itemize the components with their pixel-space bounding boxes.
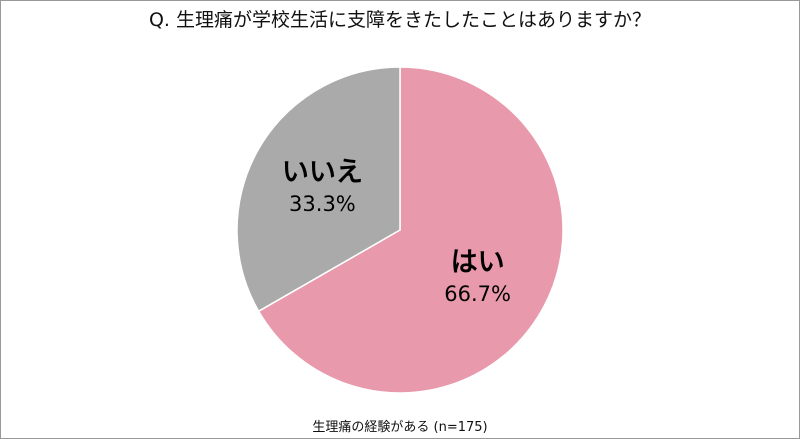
chart-title: Q. 生理痛が学校生活に支障をきたしたことはありますか？ — [148, 9, 652, 31]
slice-value-label: 33.3% — [289, 192, 356, 216]
slice-label: いいえ — [282, 157, 363, 188]
pie-slice-0 — [257, 66, 564, 394]
pie-slice-1 — [236, 66, 401, 313]
slice-value-label: 66.7% — [444, 282, 511, 306]
slice-label: はい — [451, 247, 505, 278]
chart-footnote: 生理痛の経験がある (n=175) — [312, 420, 488, 435]
